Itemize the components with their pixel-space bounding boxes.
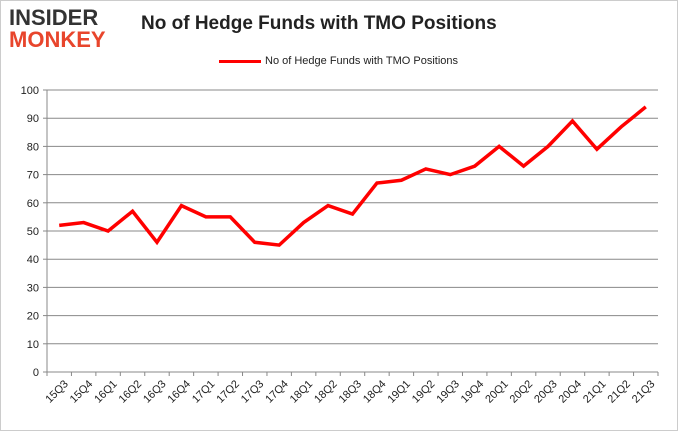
- logo-line2: MONKEY: [9, 27, 106, 52]
- x-tick-label: 18Q1: [288, 378, 316, 406]
- series-line: [59, 105, 647, 247]
- x-tick-label: 16Q4: [166, 378, 194, 406]
- y-tick-label: 100: [21, 85, 39, 97]
- x-tick-label: 15Q4: [68, 378, 96, 406]
- x-tick-label: 19Q3: [434, 378, 462, 406]
- y-tick-label: 80: [27, 141, 39, 153]
- chart-title: No of Hedge Funds with TMO Positions: [141, 13, 497, 34]
- y-tick-label: 90: [27, 113, 39, 125]
- x-tick-label: 16Q1: [92, 378, 120, 406]
- x-tick-label: 21Q2: [605, 378, 633, 406]
- x-tick-label: 17Q3: [239, 378, 267, 406]
- insider-monkey-logo: INSIDER MONKEY: [9, 7, 106, 51]
- x-tick-label: 17Q4: [263, 378, 291, 406]
- x-tick-label: 18Q4: [361, 378, 389, 406]
- x-tick-label: 15Q3: [43, 378, 71, 406]
- y-tick-label: 40: [27, 254, 39, 266]
- x-tick-label: 21Q3: [630, 378, 658, 406]
- x-tick-label: 19Q2: [410, 378, 438, 406]
- legend-label: No of Hedge Funds with TMO Positions: [265, 55, 458, 67]
- x-tick-label: 20Q1: [483, 378, 511, 406]
- x-tick-label: 16Q2: [117, 378, 145, 406]
- x-tick-label: 18Q3: [337, 378, 365, 406]
- x-tick-label: 20Q4: [557, 378, 585, 406]
- x-tick-label: 16Q3: [141, 378, 169, 406]
- x-tick-label: 19Q4: [459, 378, 487, 406]
- x-tick-label: 19Q1: [385, 378, 413, 406]
- y-tick-label: 30: [27, 282, 39, 294]
- y-tick-label: 0: [33, 367, 39, 379]
- x-tick-label: 17Q2: [214, 378, 242, 406]
- y-tick-label: 10: [27, 339, 39, 351]
- legend-swatch: [219, 59, 261, 63]
- y-tick-label: 60: [27, 198, 39, 210]
- x-tick-label: 18Q2: [312, 378, 340, 406]
- legend: No of Hedge Funds with TMO Positions: [219, 55, 458, 67]
- y-tick-label: 20: [27, 311, 39, 323]
- x-tick-label: 20Q3: [532, 378, 560, 406]
- x-tick-label: 17Q1: [190, 378, 218, 406]
- logo-line1: INSIDER: [9, 5, 99, 30]
- y-tick-label: 50: [27, 226, 39, 238]
- y-tick-label: 70: [27, 170, 39, 182]
- x-tick-label: 21Q1: [581, 378, 609, 406]
- x-tick-label: 20Q2: [508, 378, 536, 406]
